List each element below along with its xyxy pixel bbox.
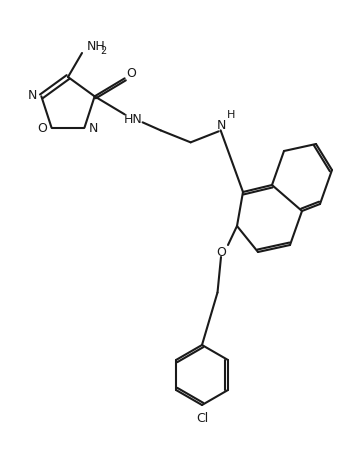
Text: O: O [216,247,226,260]
Text: NH: NH [87,40,106,53]
Text: N: N [217,119,226,132]
Text: O: O [127,67,136,80]
Text: 2: 2 [100,46,106,56]
Text: HN: HN [123,113,142,126]
Text: N: N [89,122,98,135]
Text: O: O [38,122,47,135]
Text: H: H [227,110,235,120]
Text: N: N [28,89,37,102]
Text: Cl: Cl [196,413,208,426]
